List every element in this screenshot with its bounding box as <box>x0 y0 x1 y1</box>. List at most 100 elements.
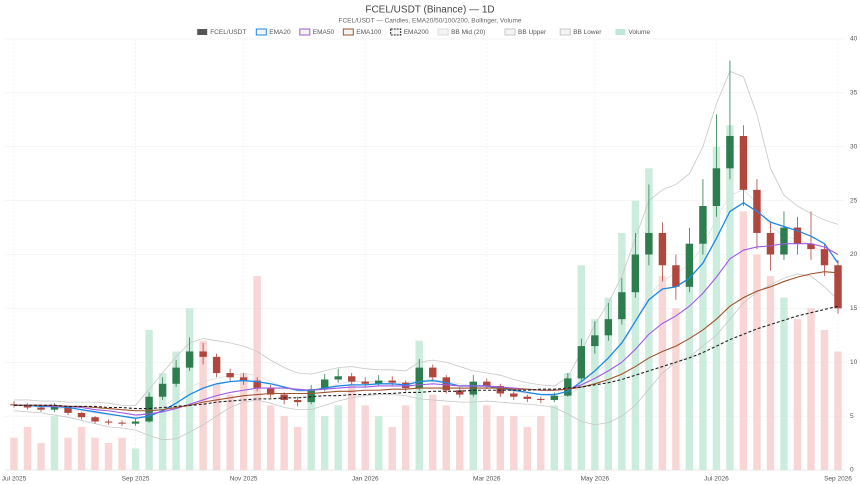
candle-body <box>604 319 613 336</box>
volume-bar <box>118 437 126 470</box>
candle-body <box>820 249 829 266</box>
volume-bar <box>429 394 437 470</box>
line-series <box>14 70 839 406</box>
volume-bar <box>226 394 234 470</box>
candle-body <box>23 405 32 408</box>
candle-body <box>388 380 396 383</box>
volume-bar <box>712 146 721 470</box>
x-tick-label: Jan 2026 <box>352 476 379 483</box>
y-tick-label: 20 <box>850 251 858 258</box>
candle-body <box>442 377 450 391</box>
volume-bar <box>780 297 788 470</box>
volume-bar <box>604 297 613 470</box>
volume-bar <box>388 426 396 470</box>
candle-body <box>766 232 775 255</box>
candle-body <box>347 376 356 382</box>
volume-bar <box>834 351 842 470</box>
volume-bar <box>172 351 180 470</box>
legend-label: Volume <box>628 29 650 36</box>
candle-body <box>739 135 748 190</box>
volume-bar <box>726 125 734 470</box>
y-tick-label: 35 <box>850 90 858 97</box>
candle-body <box>537 398 545 400</box>
volume-bar <box>766 276 775 470</box>
candle-body <box>361 381 369 384</box>
volume-bar <box>199 340 207 470</box>
legend-label: EMA50 <box>313 29 335 36</box>
y-tick-label: 30 <box>850 143 858 150</box>
legend-swatch <box>559 28 571 36</box>
candle-body <box>658 232 667 266</box>
volume-bar <box>375 416 383 470</box>
candle-body <box>645 232 653 255</box>
volume-bar <box>334 405 342 470</box>
line-series <box>14 305 839 410</box>
line-series <box>14 271 839 412</box>
legend-swatch <box>255 28 267 36</box>
volume-bar <box>618 232 626 470</box>
legend-label: EMA100 <box>356 29 381 36</box>
legend-label: BB Upper <box>518 29 547 36</box>
volume-bar <box>739 211 748 470</box>
line-series <box>14 202 839 419</box>
volume-bar <box>591 319 599 470</box>
candle-body <box>199 351 207 357</box>
volume-bar <box>104 443 113 470</box>
candle-body <box>780 227 788 255</box>
volume-bar <box>415 340 423 470</box>
line-series <box>13 273 839 441</box>
volume-bar <box>456 416 464 470</box>
candle-body <box>834 265 842 309</box>
volume-bar <box>37 443 45 470</box>
candle-body <box>158 383 167 397</box>
volume-bar <box>510 416 518 470</box>
candle-body <box>226 373 234 378</box>
volume-bar <box>212 383 221 470</box>
chart-title: FCEL/USDT (Binance) — 1D <box>365 5 494 16</box>
y-tick-label: 40 <box>850 36 858 43</box>
volume-bar <box>483 405 491 470</box>
candle-body <box>266 388 275 395</box>
volume-bar <box>91 437 99 470</box>
candle-body <box>510 393 518 397</box>
legend-swatch <box>390 28 402 36</box>
legend-swatch <box>197 29 208 35</box>
chart-subtitle: FCEL/USDT — Candles, EMA20/50/100/200, B… <box>338 18 521 25</box>
volume-bar <box>10 437 18 470</box>
x-tick-label: Jul 2025 <box>2 476 27 483</box>
candle-body <box>429 367 437 378</box>
volume-bar <box>307 394 315 470</box>
candle-body <box>253 380 261 389</box>
x-tick-label: Jul 2026 <box>704 476 729 483</box>
candle-body <box>320 379 329 390</box>
volume-bar <box>645 168 653 471</box>
volume-bar <box>442 405 450 470</box>
x-tick-label: May 2026 <box>581 476 610 483</box>
candle-body <box>672 265 680 287</box>
candle-body <box>50 406 59 410</box>
legend-label: EMA20 <box>269 29 291 36</box>
volume-bar <box>469 383 477 470</box>
candle-body <box>685 243 694 287</box>
volume-bar <box>402 405 410 470</box>
candle-body <box>91 417 99 422</box>
volume-bar <box>699 211 707 470</box>
y-tick-label: 5 <box>850 413 854 420</box>
volume-bar <box>361 405 369 470</box>
candle-body <box>172 367 180 384</box>
volume-bar <box>672 308 680 470</box>
volume-bar <box>253 276 261 470</box>
y-tick-label: 10 <box>850 359 858 366</box>
candle-body <box>37 407 45 410</box>
volume-bar <box>793 319 802 470</box>
y-tick-label: 25 <box>850 197 858 204</box>
candle-body <box>77 412 86 418</box>
y-tick-label: 15 <box>850 305 858 312</box>
candle-body <box>456 390 464 395</box>
candle-body <box>483 381 491 386</box>
volume-bar <box>564 373 572 470</box>
volume-bar <box>64 437 72 470</box>
candle-body <box>118 422 126 424</box>
legend-swatch <box>504 28 516 36</box>
